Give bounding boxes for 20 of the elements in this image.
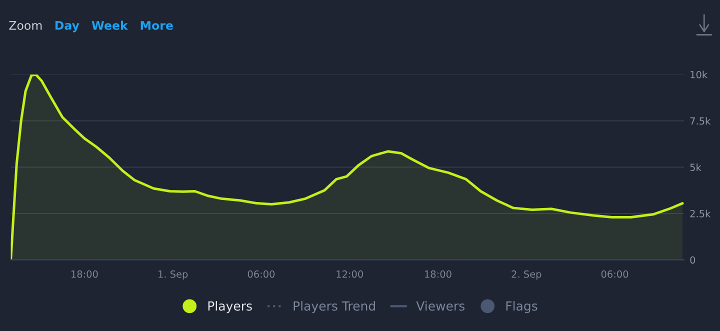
legend-label: Players Trend [294,301,375,314]
x-tick-label: 1. Sep [158,270,188,280]
legend-label: Players [208,301,252,314]
x-tick-label: 06:00 [601,270,628,278]
text: Zoom [9,21,42,30]
text: More [140,21,173,30]
text: Week [92,20,128,30]
y-tick-label: 0 [690,256,696,264]
x-tick-label: 12:00 [336,270,363,278]
y-tick-label: 2.5k [690,210,711,218]
text: Day [55,21,80,32]
x-tick-label: 2. Sep [512,270,542,280]
y-tick-label: 10k [690,70,708,78]
legend-label: Flags [506,301,538,314]
y-tick-label: 5k [690,163,702,171]
x-tick-label: 18:00 [72,270,98,278]
y-tick-label: 7.5k [690,117,711,125]
x-tick-label: 06:00 [248,270,275,278]
x-tick-label: 18:00 [425,270,452,278]
legend-label: Viewers [416,301,464,311]
